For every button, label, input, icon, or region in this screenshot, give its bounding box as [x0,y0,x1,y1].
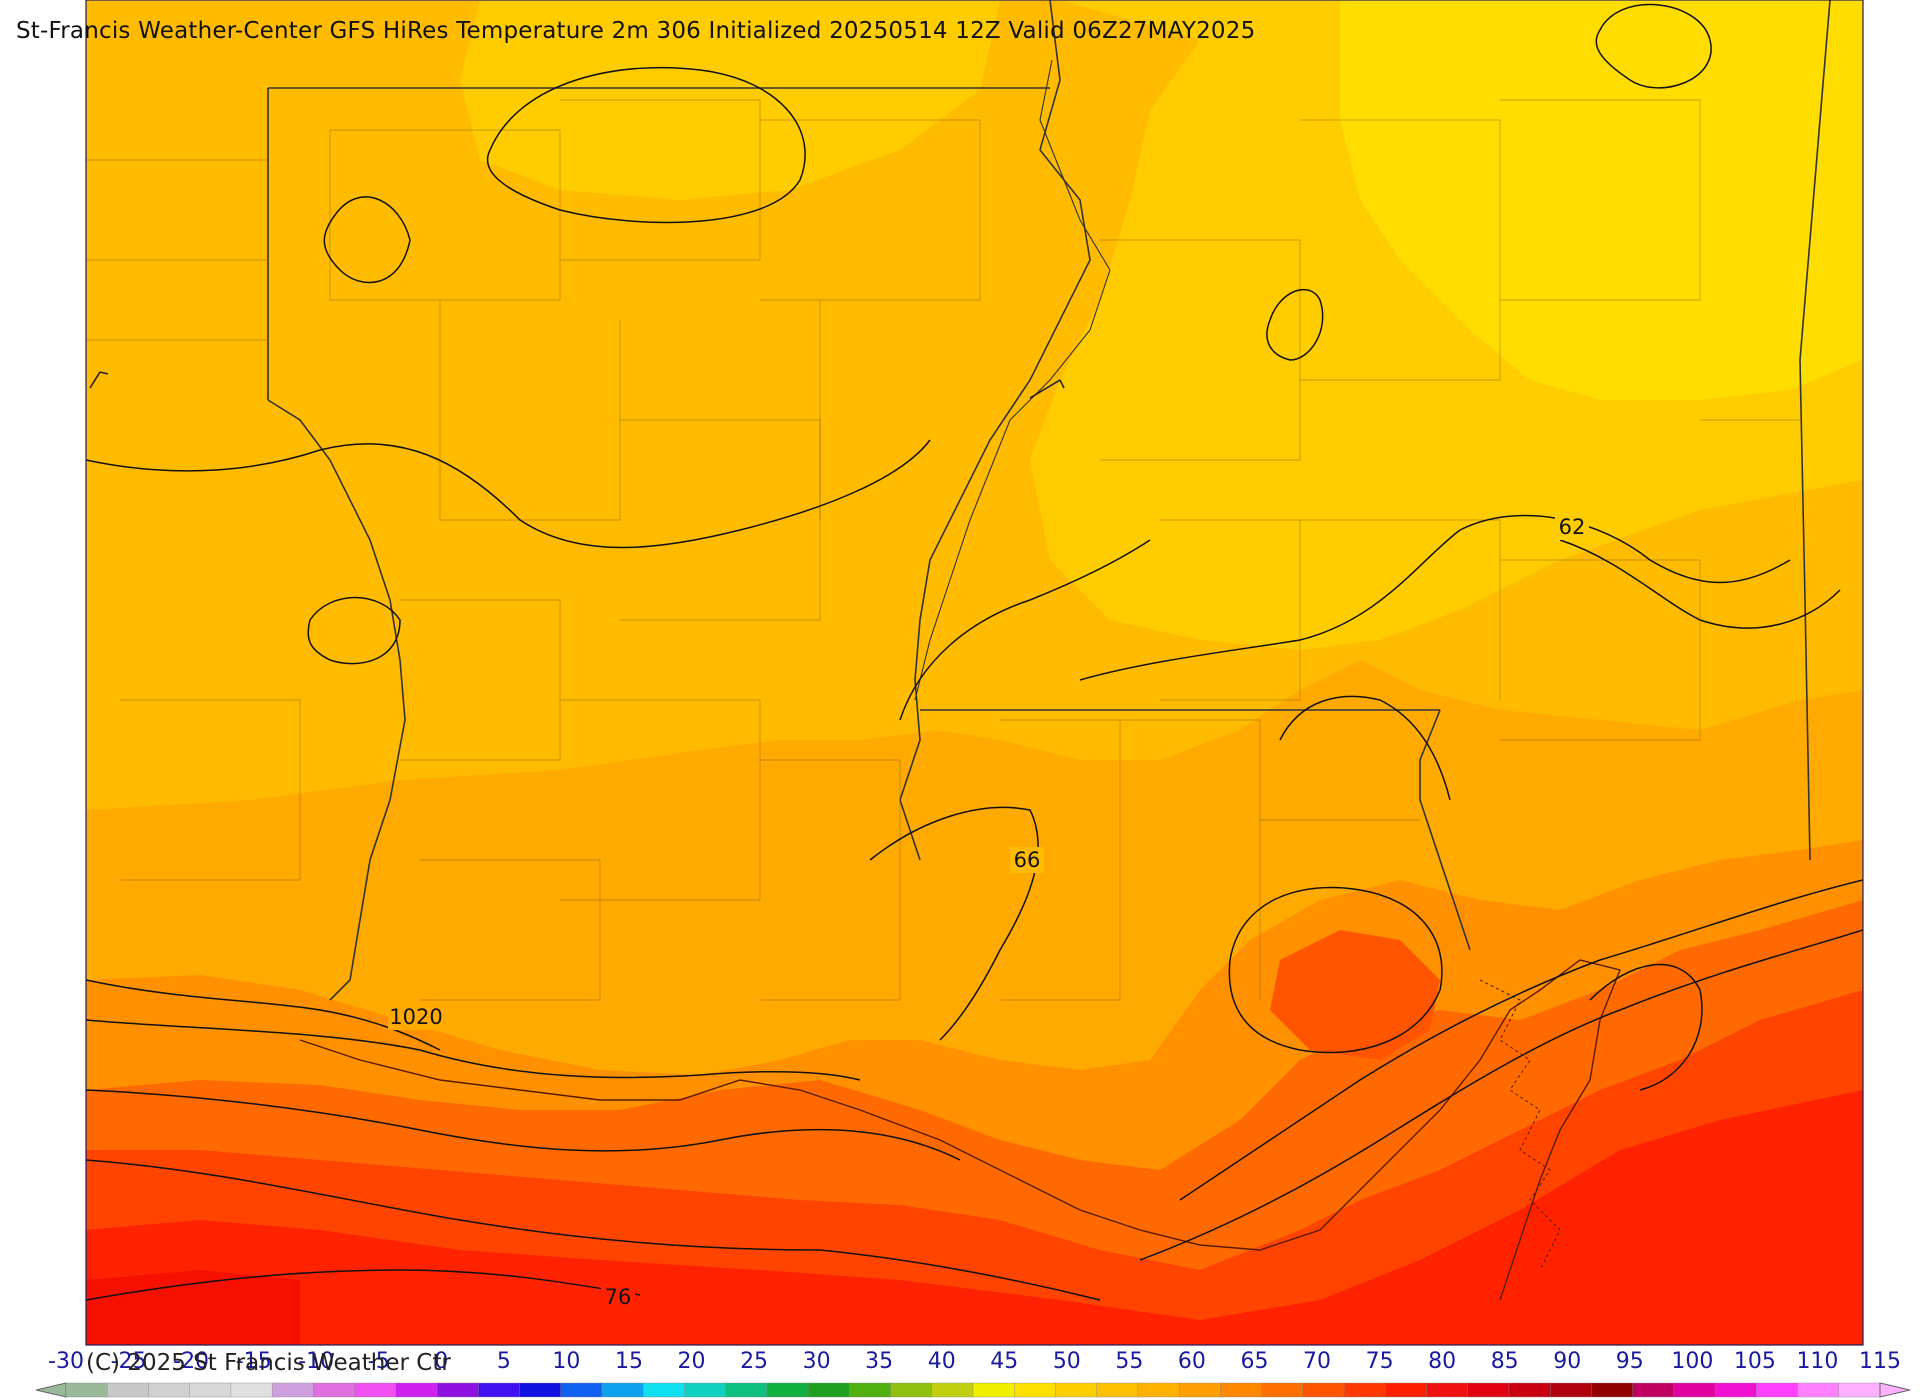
colorbar-swatch [519,1382,562,1398]
colorbar-swatch [107,1382,150,1398]
colorbar-swatch [1220,1382,1263,1398]
colorbar-swatch [1055,1382,1098,1398]
colorbar-tick-label: 20 [677,1349,706,1374]
temperature-map: 62 66 76 1020 [85,0,1864,1346]
colorbar-tick-label: -10 [298,1349,335,1374]
colorbar-swatch [560,1382,603,1398]
colorbar-swatch [1014,1382,1057,1398]
colorbar-swatch [766,1382,809,1398]
colorbar-swatch [684,1382,727,1398]
colorbar-swatch [1797,1382,1840,1398]
colorbar-swatch [1343,1382,1386,1398]
colorbar-tick-label: 25 [740,1349,769,1374]
colorbar-swatch [601,1382,644,1398]
colorbar-swatch [890,1382,933,1398]
contour-label-1020: 1020 [389,1005,442,1029]
colorbar-swatch [931,1382,974,1398]
temp-fill-yellow-top [460,0,1000,200]
colorbar-swatch [1756,1382,1799,1398]
county-lines [86,99,1800,1001]
colorbar-tick-label: 100 [1671,1349,1714,1374]
colorbar-swatch [1261,1382,1304,1398]
colorbar-tick-label: -25 [110,1349,147,1374]
wind-barbs [89,371,1065,399]
colorbar-swatch [230,1382,273,1398]
colorbar-swatch [65,1382,108,1398]
colorbar-swatch [1096,1382,1139,1398]
contour-label-62: 62 [1559,515,1586,539]
colorbar-tick-label: 90 [1553,1349,1582,1374]
colorbar-tick-label: 10 [552,1349,581,1374]
colorbar-swatch [189,1382,232,1398]
temp-fill-red [86,1090,1863,1345]
temp-fill-warm-spot [1270,930,1440,1060]
colorbar-tick-label: 45 [990,1349,1019,1374]
colorbar-right-arrow [1879,1382,1911,1398]
colorbar-tick-label: 70 [1303,1349,1332,1374]
colorbar-tick-label: 115 [1859,1349,1901,1374]
contour-lines [86,3,1863,1301]
colorbar-tick-label: 60 [1177,1349,1206,1374]
colorbar-swatch [436,1382,479,1398]
copyright-notice: (C) 2025 St Francis Weather Ctr [86,1350,451,1376]
colorbar-swatch [1137,1382,1180,1398]
colorbar-left-arrow [35,1382,67,1398]
colorbar-tick-label: -30 [48,1349,84,1374]
colorbar [35,1382,1911,1398]
colorbar-swatch [642,1382,686,1398]
colorbar-swatch [725,1382,768,1398]
colorbar-swatch [1508,1382,1551,1398]
colorbar-tick-label: 95 [1615,1349,1644,1374]
colorbar-tick-label: 75 [1365,1349,1394,1374]
colorbar-swatch [148,1382,191,1398]
colorbar-swatch [1178,1382,1222,1398]
colorbar-tick-label: 110 [1796,1349,1839,1374]
colorbar-swatch [271,1382,315,1398]
colorbar-swatch [1549,1382,1593,1398]
colorbar-tick-label: -5 [367,1349,390,1374]
colorbar-tick-label: 80 [1428,1349,1457,1374]
colorbar-swatch [1426,1382,1469,1398]
colorbar-swatch [849,1382,892,1398]
colorbar-swatch [1632,1382,1675,1398]
colorbar-tick-label: 15 [614,1349,643,1374]
colorbar-tick-label: 65 [1240,1349,1269,1374]
colorbar-swatch [1591,1382,1634,1398]
colorbar-swatch [1714,1382,1758,1398]
colorbar-tick-label: 35 [865,1349,894,1374]
colorbar-tick-label: 30 [802,1349,831,1374]
temp-fill-deep-red [86,1270,300,1345]
colorbar-tick-label: 5 [496,1349,511,1374]
mississippi-river [914,59,1111,701]
colorbar-swatch [1673,1382,1716,1398]
colorbar-tick-label: 105 [1733,1349,1776,1374]
colorbar-swatch [395,1382,438,1398]
map-frame [85,0,1864,1346]
colorbar-swatch [478,1382,521,1398]
colorbar-tick-label: 0 [434,1349,449,1374]
colorbar-swatch [807,1382,851,1398]
contour-label-76: 76 [605,1285,632,1309]
colorbar-tick-label: 85 [1490,1349,1519,1374]
colorbar-swatch [1467,1382,1510,1398]
marsh-detail [1479,979,1561,1271]
contour-label-group: 62 66 76 1020 [388,514,1589,1310]
colorbar-swatch [1385,1382,1428,1398]
colorbar-swatch [313,1382,356,1398]
temp-fill-yellow-light [1340,0,1863,400]
colorbar-tick-label: -15 [235,1349,272,1374]
gulf-coastline [299,959,1621,1301]
colorbar-tick-label: 40 [927,1349,956,1374]
colorbar-tick-label: 50 [1052,1349,1081,1374]
contour-label-66: 66 [1014,848,1041,872]
state-boundaries [267,0,1831,1001]
colorbar-swatch [354,1382,397,1398]
colorbar-tick-label: 55 [1115,1349,1144,1374]
colorbar-swatch [1838,1382,1881,1398]
map-title: St-Francis Weather-Center GFS HiRes Temp… [16,18,1256,44]
colorbar-swatch [972,1382,1015,1398]
colorbar-tick-label: -20 [173,1349,210,1374]
colorbar-swatch [1302,1382,1345,1398]
